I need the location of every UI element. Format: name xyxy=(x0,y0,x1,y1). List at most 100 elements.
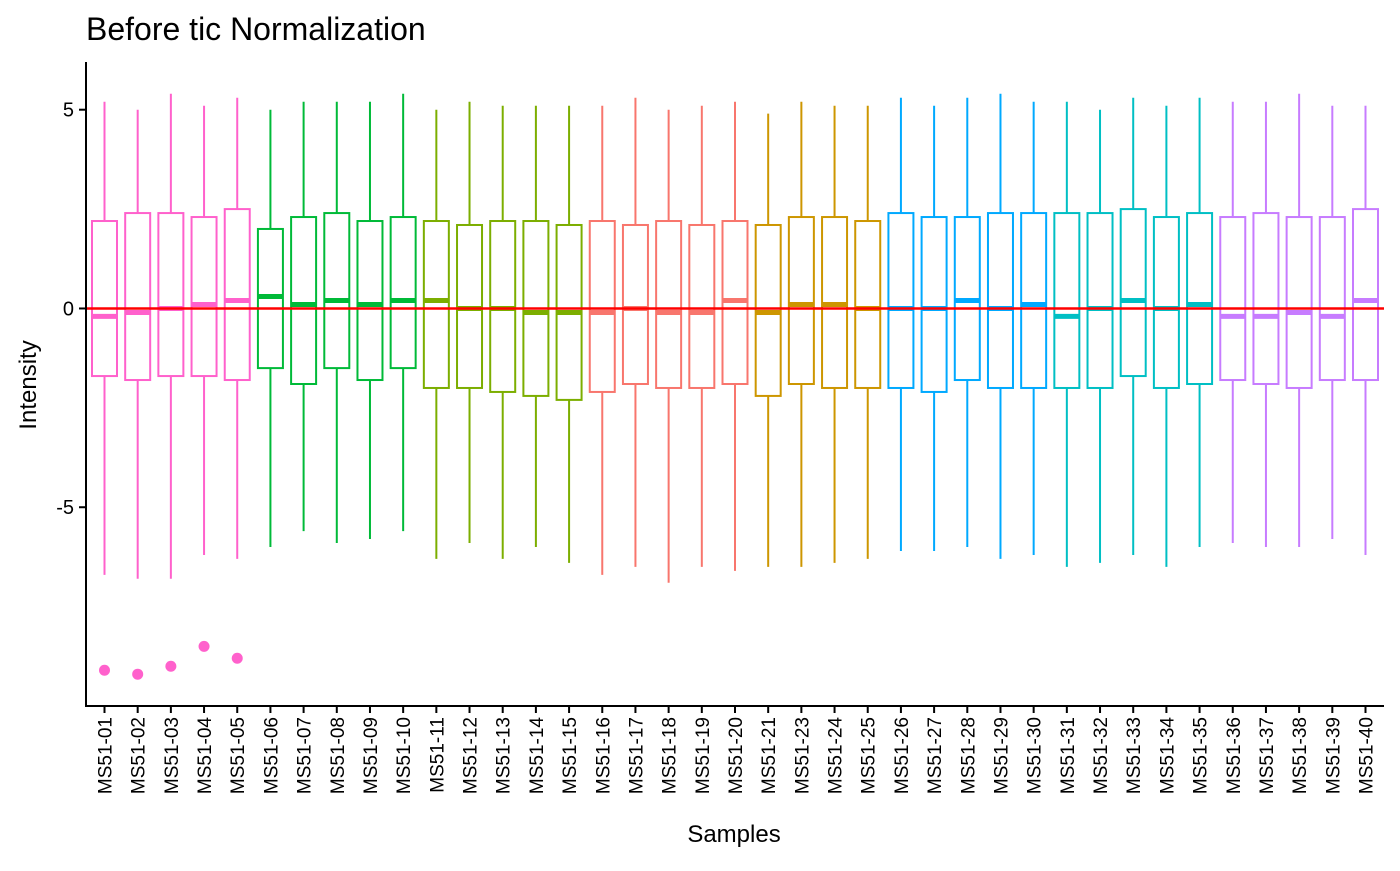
box-MS51-18 xyxy=(655,109,683,583)
x-tick-label: MS51-12 xyxy=(461,717,482,794)
box-body xyxy=(920,216,948,393)
x-tick-label: MS51-29 xyxy=(991,717,1012,794)
box-body xyxy=(854,220,882,389)
x-tick-label: MS51-18 xyxy=(660,717,681,794)
box-MS51-02 xyxy=(124,109,152,680)
box-body xyxy=(422,220,450,389)
x-tick-label: MS51-17 xyxy=(626,717,647,794)
box-MS51-30 xyxy=(1020,101,1048,555)
chart-title: Before tic Normalization xyxy=(86,11,426,47)
x-tick-label: MS51-32 xyxy=(1091,717,1112,794)
box-MS51-08 xyxy=(323,101,351,544)
box-MS51-38 xyxy=(1285,93,1313,547)
box-MS51-04 xyxy=(190,105,218,652)
x-axis-title: Samples xyxy=(687,821,780,848)
outlier-point xyxy=(231,652,243,664)
y-axis-title: Intensity xyxy=(15,340,42,429)
box-body xyxy=(323,212,351,370)
box-MS51-35 xyxy=(1186,97,1214,547)
x-tick-label: MS51-26 xyxy=(892,717,913,794)
outlier-point xyxy=(99,664,110,676)
box-body xyxy=(1219,216,1247,382)
x-tick-label: MS51-16 xyxy=(593,717,614,794)
x-tick-label: MS51-39 xyxy=(1323,717,1344,794)
y-tick-label: 0 xyxy=(63,298,74,320)
outlier-point xyxy=(165,660,177,672)
x-tick-label: MS51-37 xyxy=(1257,717,1278,794)
box-body xyxy=(1086,212,1114,389)
box-body xyxy=(1285,216,1313,389)
box-MS51-26 xyxy=(887,97,915,551)
box-body xyxy=(588,220,616,393)
box-MS51-06 xyxy=(256,109,284,547)
outlier-point xyxy=(132,668,144,680)
box-MS51-17 xyxy=(621,97,649,567)
box-body xyxy=(1119,208,1147,378)
x-tick-label: MS51-08 xyxy=(328,717,349,794)
box-MS51-10 xyxy=(389,93,417,532)
box-MS51-21 xyxy=(754,113,782,567)
box-MS51-33 xyxy=(1119,97,1147,555)
x-tick-label: MS51-27 xyxy=(925,717,946,794)
box-MS51-37 xyxy=(1252,101,1280,547)
x-tick-label: MS51-23 xyxy=(792,717,813,794)
box-body xyxy=(190,216,218,378)
x-tick-label: MS51-40 xyxy=(1357,717,1378,794)
box-body xyxy=(787,216,815,385)
box-body xyxy=(1318,216,1346,382)
box-MS51-03 xyxy=(157,93,185,672)
outlier-point xyxy=(198,640,210,652)
box-MS51-24 xyxy=(821,105,849,563)
box-MS51-36 xyxy=(1219,101,1247,544)
box-MS51-05 xyxy=(223,97,251,664)
box-MS51-15 xyxy=(555,105,583,563)
x-tick-label: MS51-05 xyxy=(228,717,249,794)
box-body xyxy=(621,223,649,385)
x-tick-label: MS51-19 xyxy=(693,717,714,794)
x-tick-label: MS51-34 xyxy=(1157,717,1178,795)
box-MS51-11 xyxy=(422,109,450,559)
x-tick-label: MS51-35 xyxy=(1191,717,1212,794)
x-tick-label: MS51-24 xyxy=(826,717,847,795)
box-body xyxy=(389,216,417,370)
x-tick-label: MS51-21 xyxy=(759,717,780,794)
box-MS51-19 xyxy=(688,105,716,567)
x-tick-label: MS51-09 xyxy=(361,717,382,794)
box-body xyxy=(91,220,118,378)
x-tick-label: MS51-25 xyxy=(859,717,880,794)
box-body xyxy=(157,212,185,378)
box-MS51-32 xyxy=(1086,109,1114,563)
box-body xyxy=(356,220,384,382)
box-MS51-20 xyxy=(721,101,749,571)
x-tick-label: MS51-03 xyxy=(162,717,183,794)
box-body xyxy=(1186,212,1214,385)
x-tick-label: MS51-11 xyxy=(427,717,448,793)
plot-area: 5 0 -5 MS51-01 MS51-02 MS51-03 MS51-04 MS51-05 M… xyxy=(56,62,1384,794)
x-tick-label: MS51-31 xyxy=(1058,717,1079,794)
box-MS51-16 xyxy=(588,105,616,575)
box-MS51-40 xyxy=(1352,105,1379,555)
box-MS51-39 xyxy=(1318,105,1346,540)
x-tick-label: MS51-10 xyxy=(394,717,415,794)
x-tick-label: MS51-20 xyxy=(726,717,747,794)
box-MS51-23 xyxy=(787,101,815,567)
box-MS51-13 xyxy=(489,105,517,559)
box-body xyxy=(1020,212,1048,389)
x-tick-label: MS51-02 xyxy=(129,717,150,794)
box-MS51-12 xyxy=(456,101,484,544)
box-MS51-09 xyxy=(356,101,384,540)
box-body xyxy=(986,212,1014,389)
x-tick-label: MS51-28 xyxy=(958,717,979,794)
box-body xyxy=(887,212,915,389)
x-tick-label: MS51-06 xyxy=(261,717,282,794)
box-body xyxy=(124,212,152,382)
y-tick-label: -5 xyxy=(56,497,74,519)
x-tick-label: MS51-07 xyxy=(295,717,316,794)
box-MS51-27 xyxy=(920,105,948,551)
x-tick-label: MS51-30 xyxy=(1025,717,1046,794)
y-tick-label: 5 xyxy=(63,100,74,122)
box-body xyxy=(290,216,318,385)
box-body xyxy=(1152,216,1180,389)
box-MS51-28 xyxy=(953,97,981,547)
